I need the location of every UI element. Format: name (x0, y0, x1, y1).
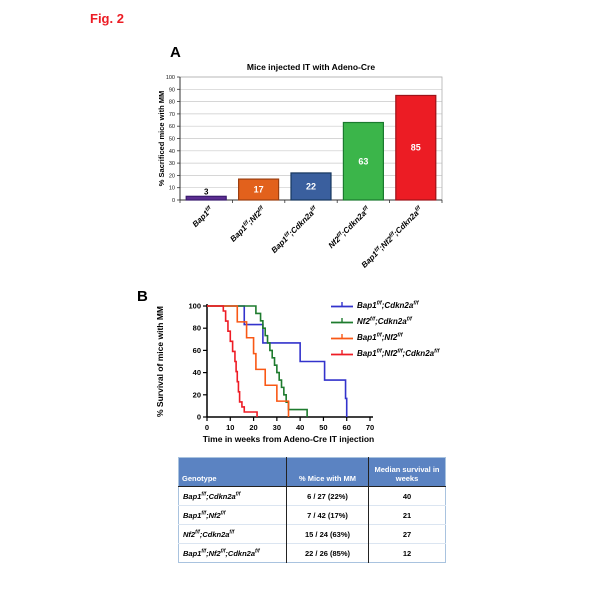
survival-chart: % Survival of mice with MM 0 20 40 60 80 100 0 1… (155, 302, 374, 445)
table-row: Bap1f/f;Nf2f/f;Cdkn2af/f 22 / 26 (85%) 12 (178, 543, 446, 563)
x-axis-tick-label: 40 (296, 423, 304, 432)
bar-value-label: 3 (204, 187, 209, 196)
genotype-cell: Bap1f/f;Cdkn2af/f (183, 491, 241, 501)
bar-category-label: Bap1f/f;Nf2f/f (228, 204, 267, 243)
y-axis-tick-label: 70 (169, 112, 175, 118)
bar (185, 195, 227, 201)
survival-y-axis-label: % Survival of mice with MM (155, 306, 165, 417)
bar-category-label: Bap1f/f;Cdkn2af/f (270, 204, 321, 255)
legend-line-marker (331, 302, 353, 308)
y-axis-tick-label: 20 (169, 173, 175, 179)
survival-curve (207, 305, 348, 417)
y-axis-tick-label: 40 (169, 149, 175, 155)
y-axis-tick-label: 80 (193, 324, 201, 333)
y-axis-tick-label: 60 (193, 346, 201, 355)
legend-label: Bap1f/f;Nf2f/f;Cdkn2af/f (357, 347, 440, 358)
mice-with-mm-cell: 6 / 27 (22%) (286, 486, 369, 506)
median-survival-cell: 27 (368, 524, 446, 544)
mice-with-mm-cell: 22 / 26 (85%) (286, 543, 369, 563)
legend-label: Bap1f/f;Nf2f/f (357, 331, 403, 342)
mice-with-mm-cell: 15 / 24 (63%) (286, 524, 369, 544)
results-table: Genotype% Mice with MM Median survival in… (178, 457, 446, 563)
y-axis-tick-label: 60 (169, 124, 175, 130)
y-axis-tick-label: 100 (166, 75, 175, 81)
panel-a-label: A (170, 44, 181, 61)
bar-value-label: 17 (254, 185, 264, 195)
y-axis-tick-label: 90 (169, 87, 175, 93)
median-survival-cell: 12 (368, 543, 446, 563)
genotype-cell: Nf2f/f;Cdkn2af/f (178, 524, 287, 544)
y-axis-tick-label: 0 (197, 413, 201, 422)
y-axis-tick-label: 40 (193, 368, 201, 377)
legend-line-marker (331, 334, 353, 340)
genotype-cell: Bap1f/f;Nf2f/f;Cdkn2af/f (178, 543, 287, 563)
table-header-row: Genotype% Mice with MM Median survival in… (178, 457, 446, 487)
genotype-cell: Bap1f/f;Nf2f/f (178, 505, 287, 525)
legend-line-marker (331, 318, 353, 324)
y-axis-tick-label: 50 (169, 137, 175, 143)
median-survival-cell: 40 (368, 486, 446, 506)
table-row: Bap1f/f;Cdkn2af/f 6 / 27 (22%) 40 (179, 486, 446, 506)
table-row: Bap1f/f;Nf2f/f 7 / 42 (17%) 21 (178, 505, 446, 525)
x-axis-tick-label: 20 (249, 423, 257, 432)
bar (237, 178, 280, 201)
table-header-cell: % Mice with MM (286, 457, 369, 487)
x-axis-tick-label: 30 (273, 423, 281, 432)
y-axis-tick-label: 20 (193, 390, 201, 399)
bar (290, 172, 332, 201)
bar-chart: Mice injected IT with Adeno-Cre % Sacrifi… (157, 62, 443, 270)
panel-b-label: B (137, 288, 148, 305)
survival-legend: Bap1f/f;Cdkn2af/f Nf2f/f;Cdkn2af/f Bap1f/f… (330, 297, 439, 361)
bar (342, 121, 384, 201)
results-table-header: Genotype% Mice with MM Median survival in… (178, 457, 446, 487)
bar-category-label: Bap1f/f;Nf2f/f;Cdkn2af/f (360, 204, 425, 269)
bar-chart-title: Mice injected IT with Adeno-Cre (247, 62, 375, 72)
legend-item: Nf2f/f;Cdkn2af/f (330, 313, 439, 329)
bar-category-label: Nf2f/f;Cdkn2af/f (327, 204, 373, 250)
y-axis-tick-label: 30 (169, 161, 175, 167)
median-survival-cell: 21 (368, 505, 446, 525)
bar-category-label: Bap1f/f (191, 204, 216, 229)
survival-curve (207, 305, 258, 417)
x-axis-tick-label: 10 (226, 423, 234, 432)
legend-label: Bap1f/f;Cdkn2af/f (357, 299, 419, 310)
legend-line-marker (331, 350, 353, 356)
legend-item: Bap1f/f;Cdkn2af/f (330, 297, 439, 313)
table-row: Nf2f/f;Cdkn2af/f 15 / 24 (63%) 27 (178, 524, 446, 544)
survival-curve (207, 305, 290, 417)
bar-chart-y-axis-label: % Sacrificed mice with MM (157, 91, 166, 186)
legend-item: Bap1f/f;Nf2f/f;Cdkn2af/f (330, 345, 439, 361)
x-axis-tick-label: 70 (366, 423, 374, 432)
table-header-cell: Genotype (178, 457, 287, 487)
x-axis-tick-label: 60 (343, 423, 351, 432)
x-axis-tick-label: 50 (319, 423, 327, 432)
survival-curve (207, 305, 308, 417)
mice-with-mm-cell: 7 / 42 (17%) (286, 505, 369, 525)
table-header-cell: Median survival in weeks (368, 457, 446, 487)
figure-label: Fig. 2 (90, 11, 124, 26)
y-axis-tick-label: 80 (169, 100, 175, 106)
y-axis-tick-label: 10 (169, 186, 175, 192)
y-axis-tick-label: 100 (188, 302, 201, 311)
survival-x-axis-label: Time in weeks from Adeno-Cre IT injectio… (203, 434, 374, 444)
x-axis-tick-label: 0 (205, 423, 209, 432)
bar-value-label: 22 (306, 181, 316, 191)
legend-label: Nf2f/f;Cdkn2af/f (357, 315, 412, 326)
bar (395, 94, 437, 201)
y-axis-tick-label: 0 (172, 198, 175, 204)
results-table-body: Bap1f/f;Cdkn2af/f 6 / 27 (22%) 40 Bap1f/f;N… (178, 486, 446, 563)
bar-value-label: 63 (358, 156, 368, 166)
legend-item: Bap1f/f;Nf2f/f (330, 329, 439, 345)
bar-value-label: 85 (411, 143, 421, 153)
